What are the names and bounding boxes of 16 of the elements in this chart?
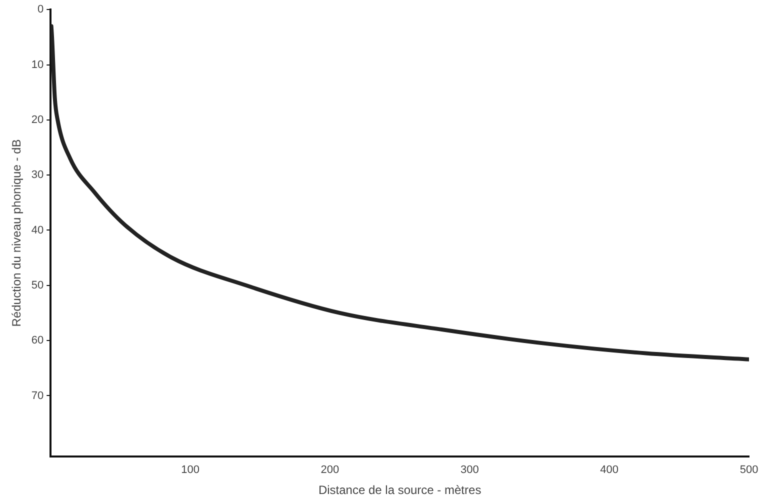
y-tick-label: 0 bbox=[38, 4, 44, 16]
x-tick-label: 400 bbox=[600, 464, 619, 476]
y-tick-label: 40 bbox=[31, 224, 44, 236]
y-axis-title: Réduction du niveau phonique - dB bbox=[10, 139, 24, 327]
y-tick-label: 10 bbox=[31, 58, 44, 71]
x-tick-label: 100 bbox=[181, 464, 200, 476]
x-axis-title: Distance de la source - mètres bbox=[318, 483, 482, 498]
y-tick-label: 60 bbox=[31, 334, 44, 347]
x-tick-label: 300 bbox=[460, 464, 479, 476]
x-tick-label: 500 bbox=[740, 464, 758, 476]
y-tick-label: 70 bbox=[31, 390, 44, 402]
y-tick-label: 30 bbox=[31, 169, 44, 182]
line-series bbox=[50, 24, 749, 362]
y-tick-label: 20 bbox=[31, 114, 44, 126]
x-tick-label: 200 bbox=[320, 464, 340, 476]
y-tick-label: 50 bbox=[31, 279, 44, 292]
